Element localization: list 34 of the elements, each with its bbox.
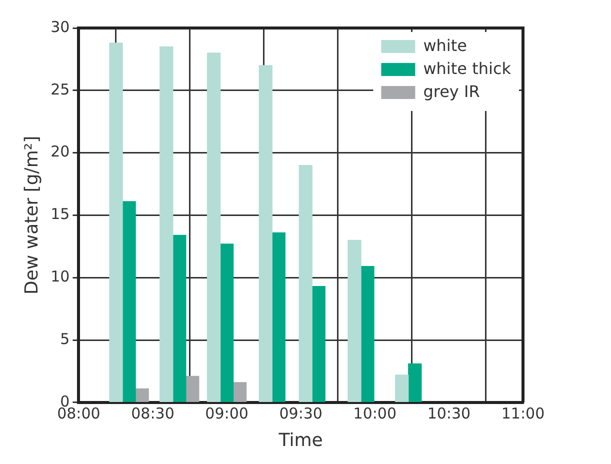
y-tick-label: 15 [50,205,70,224]
x-tick-label: 09:30 [279,404,322,422]
y-tick-label: 20 [50,142,70,161]
y-tick-label: 25 [50,80,70,98]
y-tick-label: 30 [50,18,70,36]
bar [186,376,200,402]
x-tick-label: 09:00 [205,404,248,422]
bar [348,240,362,402]
bar [172,234,186,402]
legend-label: white thick [423,59,512,78]
legend-label: white [423,36,467,56]
x-tick-label: 08:30 [131,404,174,422]
bar [220,244,234,402]
bar [258,65,272,402]
bar [206,52,221,402]
bar [408,363,422,402]
y-tick-label: 10 [50,267,70,286]
bar [395,374,409,402]
y-axis-title: Dew water [g/m²] [21,136,42,295]
bar [360,266,374,402]
bar [272,232,286,402]
bar [135,388,149,402]
bar [312,286,326,402]
y-tick-label: 5 [60,330,70,348]
bar [122,201,136,402]
bar [109,42,123,402]
bar [232,382,247,402]
legend-label: grey IR [423,82,480,102]
bar [160,46,174,402]
bar [298,164,312,402]
x-tick-label: 10:30 [427,404,471,422]
x-tick-label: 11:00 [501,404,545,422]
x-axis-title: Time [278,430,323,451]
x-tick-label: 10:00 [353,404,397,422]
